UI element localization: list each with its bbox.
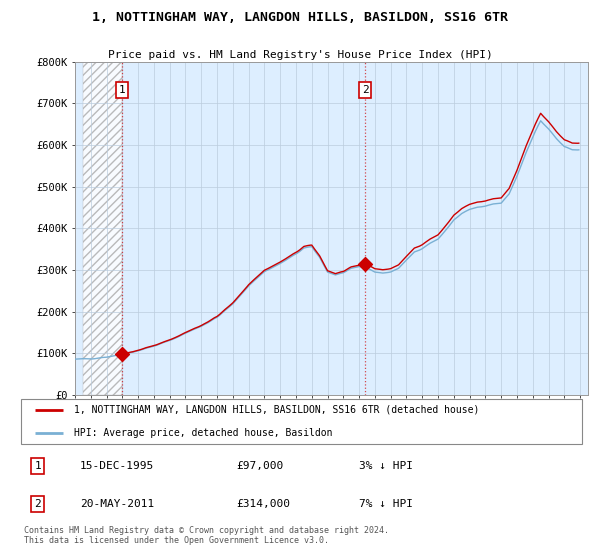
Text: £314,000: £314,000	[236, 499, 290, 509]
Point	[117, 350, 127, 359]
Text: 3% ↓ HPI: 3% ↓ HPI	[359, 461, 413, 471]
Text: 1: 1	[35, 461, 41, 471]
Text: 2: 2	[35, 499, 41, 509]
Text: 1: 1	[118, 85, 125, 95]
Text: 7% ↓ HPI: 7% ↓ HPI	[359, 499, 413, 509]
FancyBboxPatch shape	[21, 399, 582, 444]
Text: HPI: Average price, detached house, Basildon: HPI: Average price, detached house, Basi…	[74, 428, 333, 438]
Text: Price paid vs. HM Land Registry's House Price Index (HPI): Price paid vs. HM Land Registry's House …	[107, 50, 493, 60]
Text: 15-DEC-1995: 15-DEC-1995	[80, 461, 154, 471]
Text: 2: 2	[362, 85, 368, 95]
Text: 20-MAY-2011: 20-MAY-2011	[80, 499, 154, 509]
Point	[361, 259, 370, 268]
Text: 1, NOTTINGHAM WAY, LANGDON HILLS, BASILDON, SS16 6TR (detached house): 1, NOTTINGHAM WAY, LANGDON HILLS, BASILD…	[74, 404, 479, 414]
Text: 1, NOTTINGHAM WAY, LANGDON HILLS, BASILDON, SS16 6TR: 1, NOTTINGHAM WAY, LANGDON HILLS, BASILD…	[92, 11, 508, 24]
Text: £97,000: £97,000	[236, 461, 283, 471]
Text: Contains HM Land Registry data © Crown copyright and database right 2024.
This d: Contains HM Land Registry data © Crown c…	[24, 526, 389, 545]
